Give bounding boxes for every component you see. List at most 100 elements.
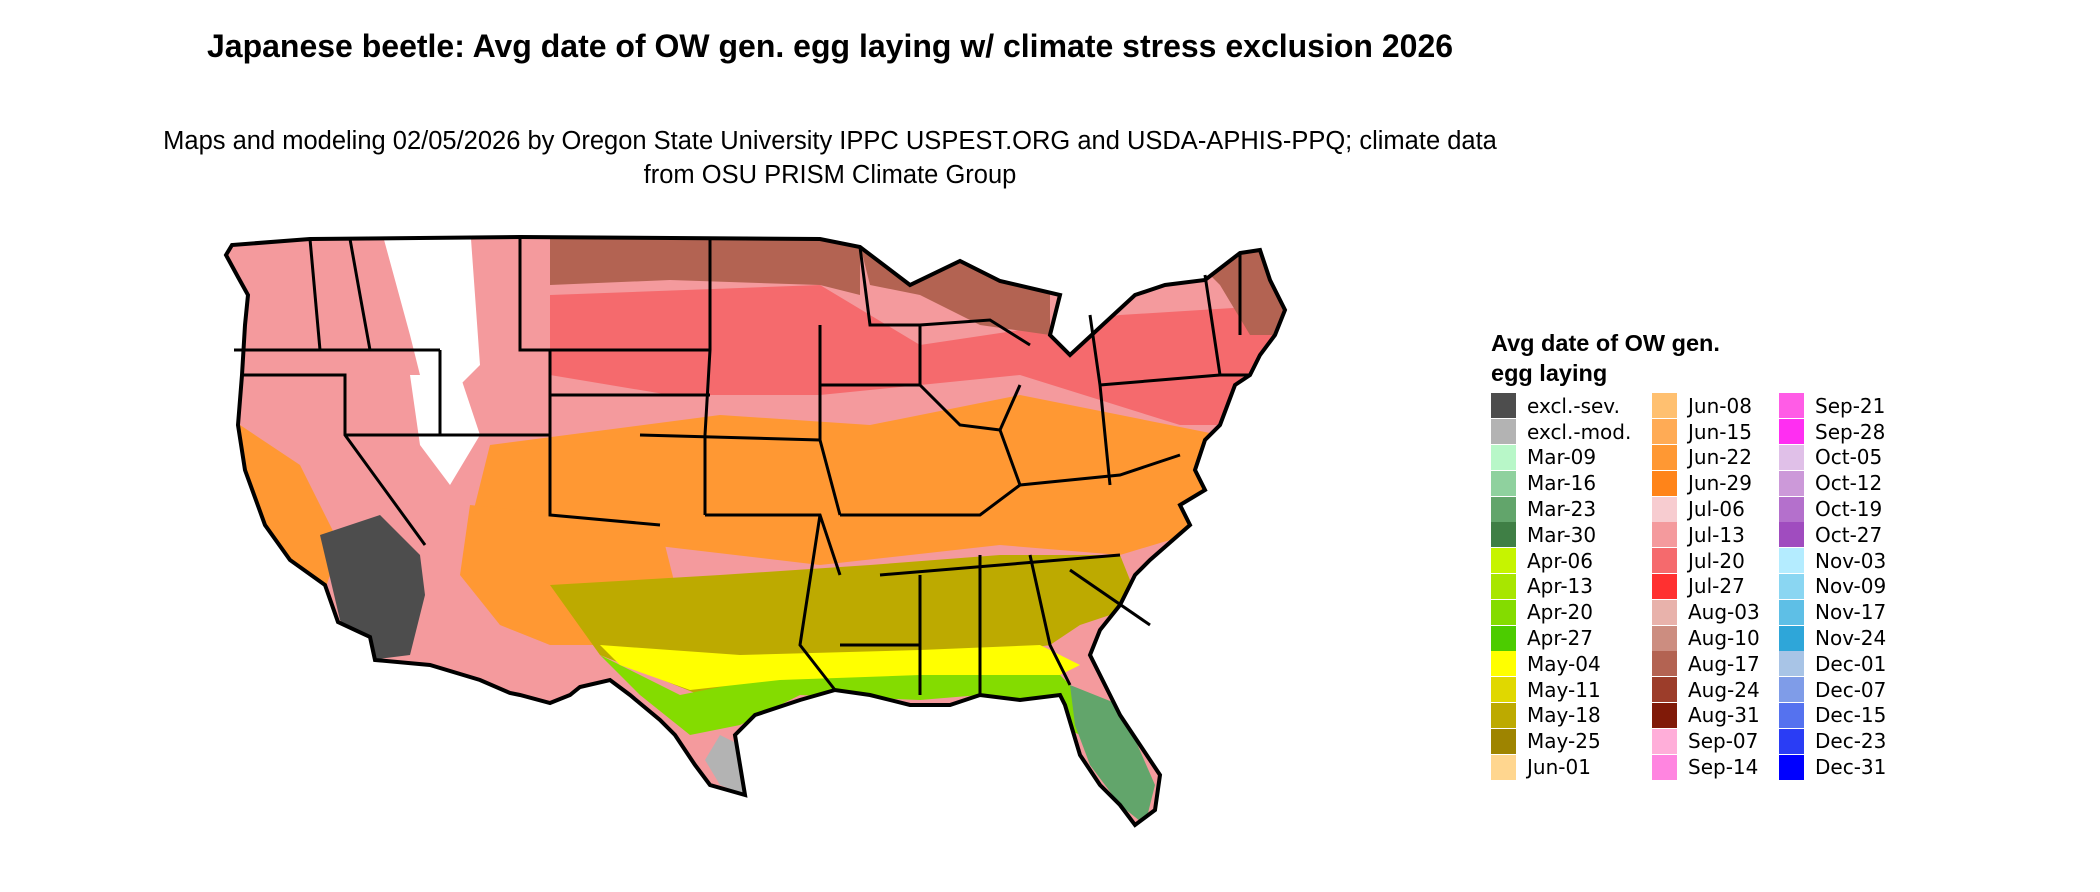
state-borders <box>234 237 1250 695</box>
legend-swatch <box>1779 728 1804 754</box>
map-region-west <box>226 237 570 555</box>
map-region-wyoming-white <box>410 375 480 485</box>
map-region-mid-south <box>470 395 1220 565</box>
legend-label: Nov-24 <box>1815 626 1887 651</box>
legend-label: Oct-12 <box>1815 471 1883 496</box>
legend-item: Mar-23 <box>1491 496 1631 522</box>
legend-item: Jun-15 <box>1652 419 1760 445</box>
legend-label: Aug-31 <box>1688 703 1760 728</box>
legend-item: Nov-09 <box>1779 573 1887 600</box>
legend-swatch <box>1491 470 1516 496</box>
map-region-california-orange <box>240 425 340 605</box>
legend-swatch <box>1779 702 1804 728</box>
legend-title: Avg date of OW gen. egg laying <box>1491 330 1720 386</box>
legend-item: Nov-24 <box>1779 625 1886 651</box>
legend-swatch <box>1652 702 1677 728</box>
legend-label: excl.-sev. <box>1527 393 1620 418</box>
legend-label: Apr-06 <box>1527 548 1593 573</box>
legend-swatch <box>1491 419 1516 445</box>
legend-swatch <box>1779 444 1804 470</box>
legend-swatch <box>1652 625 1677 651</box>
map-region-gulf-green <box>600 655 1100 745</box>
legend-swatch <box>1652 599 1677 625</box>
legend-label: Nov-09 <box>1815 574 1887 599</box>
legend-swatch <box>1491 444 1516 470</box>
legend-item: Aug-24 <box>1652 677 1760 703</box>
legend-label: Aug-24 <box>1688 677 1760 702</box>
legend-column-3: Sep-21 Sep-28 Oct-05 Oct-12 Oct-19 Oct-27 Nov-… <box>1779 393 1886 780</box>
legend-swatch <box>1779 470 1804 496</box>
legend-label: Oct-19 <box>1815 497 1883 522</box>
legend-item: Apr-06 <box>1491 548 1631 574</box>
legend-item: Oct-19 <box>1779 496 1886 522</box>
legend-swatch <box>1779 677 1804 703</box>
legend-label: Sep-21 <box>1815 393 1886 418</box>
legend-item: Aug-31 <box>1652 702 1760 729</box>
legend-label: Jul-13 <box>1688 522 1745 547</box>
legend-label: May-11 <box>1527 677 1601 702</box>
legend-label: May-18 <box>1527 703 1601 728</box>
legend-swatch <box>1491 754 1516 780</box>
map-title: Japanese beetle: Avg date of OW gen. egg… <box>206 28 1454 64</box>
legend-item: Mar-16 <box>1491 470 1631 496</box>
legend-label: Sep-14 <box>1688 755 1759 780</box>
legend-label: Dec-07 <box>1815 677 1887 702</box>
legend-item: Aug-17 <box>1652 651 1760 677</box>
legend-column-1: excl.-sev. excl.-mod. Mar-09 Mar-16 Mar-23 Ma… <box>1491 393 1631 780</box>
legend-swatch <box>1779 573 1804 599</box>
legend-label: Apr-13 <box>1527 574 1593 599</box>
legend-swatch <box>1652 728 1677 754</box>
legend-item: Oct-27 <box>1779 522 1886 548</box>
legend-item: Jul-20 <box>1652 548 1760 574</box>
legend-label: excl.-mod. <box>1527 419 1632 444</box>
legend-label: Oct-27 <box>1815 522 1883 547</box>
legend-swatch <box>1779 419 1804 445</box>
legend-swatch <box>1779 522 1804 548</box>
legend-column-2: Jun-08 Jun-15 Jun-22 Jun-29 Jul-06 Jul-13 Jul-… <box>1652 393 1760 780</box>
legend-swatch <box>1491 573 1516 599</box>
legend-label: Sep-07 <box>1688 729 1759 754</box>
legend-label: Mar-23 <box>1527 497 1597 522</box>
legend-swatch <box>1779 625 1804 651</box>
legend-label: May-04 <box>1527 651 1601 676</box>
legend-item: May-11 <box>1491 677 1631 703</box>
legend-label: Jul-06 <box>1688 497 1745 522</box>
legend-swatch <box>1652 754 1677 780</box>
legend-swatch <box>1491 651 1516 677</box>
map-subtitle: Maps and modeling 02/05/2026 by Oregon S… <box>163 127 1497 189</box>
legend-swatch <box>1779 754 1804 780</box>
legend-swatch <box>1779 599 1804 625</box>
legend-label: Dec-01 <box>1815 651 1887 676</box>
legend-item: Jun-01 <box>1491 754 1631 780</box>
legend-item: excl.-sev. <box>1491 393 1631 419</box>
legend-label: Aug-10 <box>1688 626 1760 651</box>
legend-label: May-25 <box>1527 729 1601 754</box>
legend-swatch <box>1779 651 1804 677</box>
legend-swatch <box>1652 496 1677 522</box>
legend-item: Aug-03 <box>1652 599 1760 625</box>
map-region-rockies-white <box>380 237 480 415</box>
legend-item: Dec-15 <box>1779 702 1887 729</box>
legend-label: Jun-22 <box>1688 445 1752 470</box>
legend-swatch <box>1491 625 1516 651</box>
legend-label: Dec-15 <box>1815 703 1887 728</box>
legend-item: Mar-09 <box>1491 444 1631 471</box>
legend-swatch <box>1779 548 1804 574</box>
legend-item: Jun-29 <box>1652 470 1760 496</box>
legend-swatch <box>1491 496 1516 522</box>
legend-item: Jul-13 <box>1652 522 1760 548</box>
legend-swatch <box>1491 728 1516 754</box>
legend-label: Jun-15 <box>1688 419 1752 444</box>
legend-label: Jul-20 <box>1688 548 1745 573</box>
legend-item: Sep-07 <box>1652 728 1760 754</box>
legend-item: Sep-21 <box>1779 393 1886 419</box>
legend-swatch <box>1652 651 1677 677</box>
legend-item: Jul-06 <box>1652 496 1760 522</box>
map-region-yellow-band <box>600 645 1080 690</box>
legend-label: Dec-31 <box>1815 755 1887 780</box>
legend-swatch <box>1652 419 1677 445</box>
legend-label: Nov-03 <box>1815 548 1887 573</box>
legend-item: Sep-14 <box>1652 754 1760 780</box>
legend-item: Apr-27 <box>1491 625 1631 651</box>
legend-label: Jun-01 <box>1527 755 1591 780</box>
